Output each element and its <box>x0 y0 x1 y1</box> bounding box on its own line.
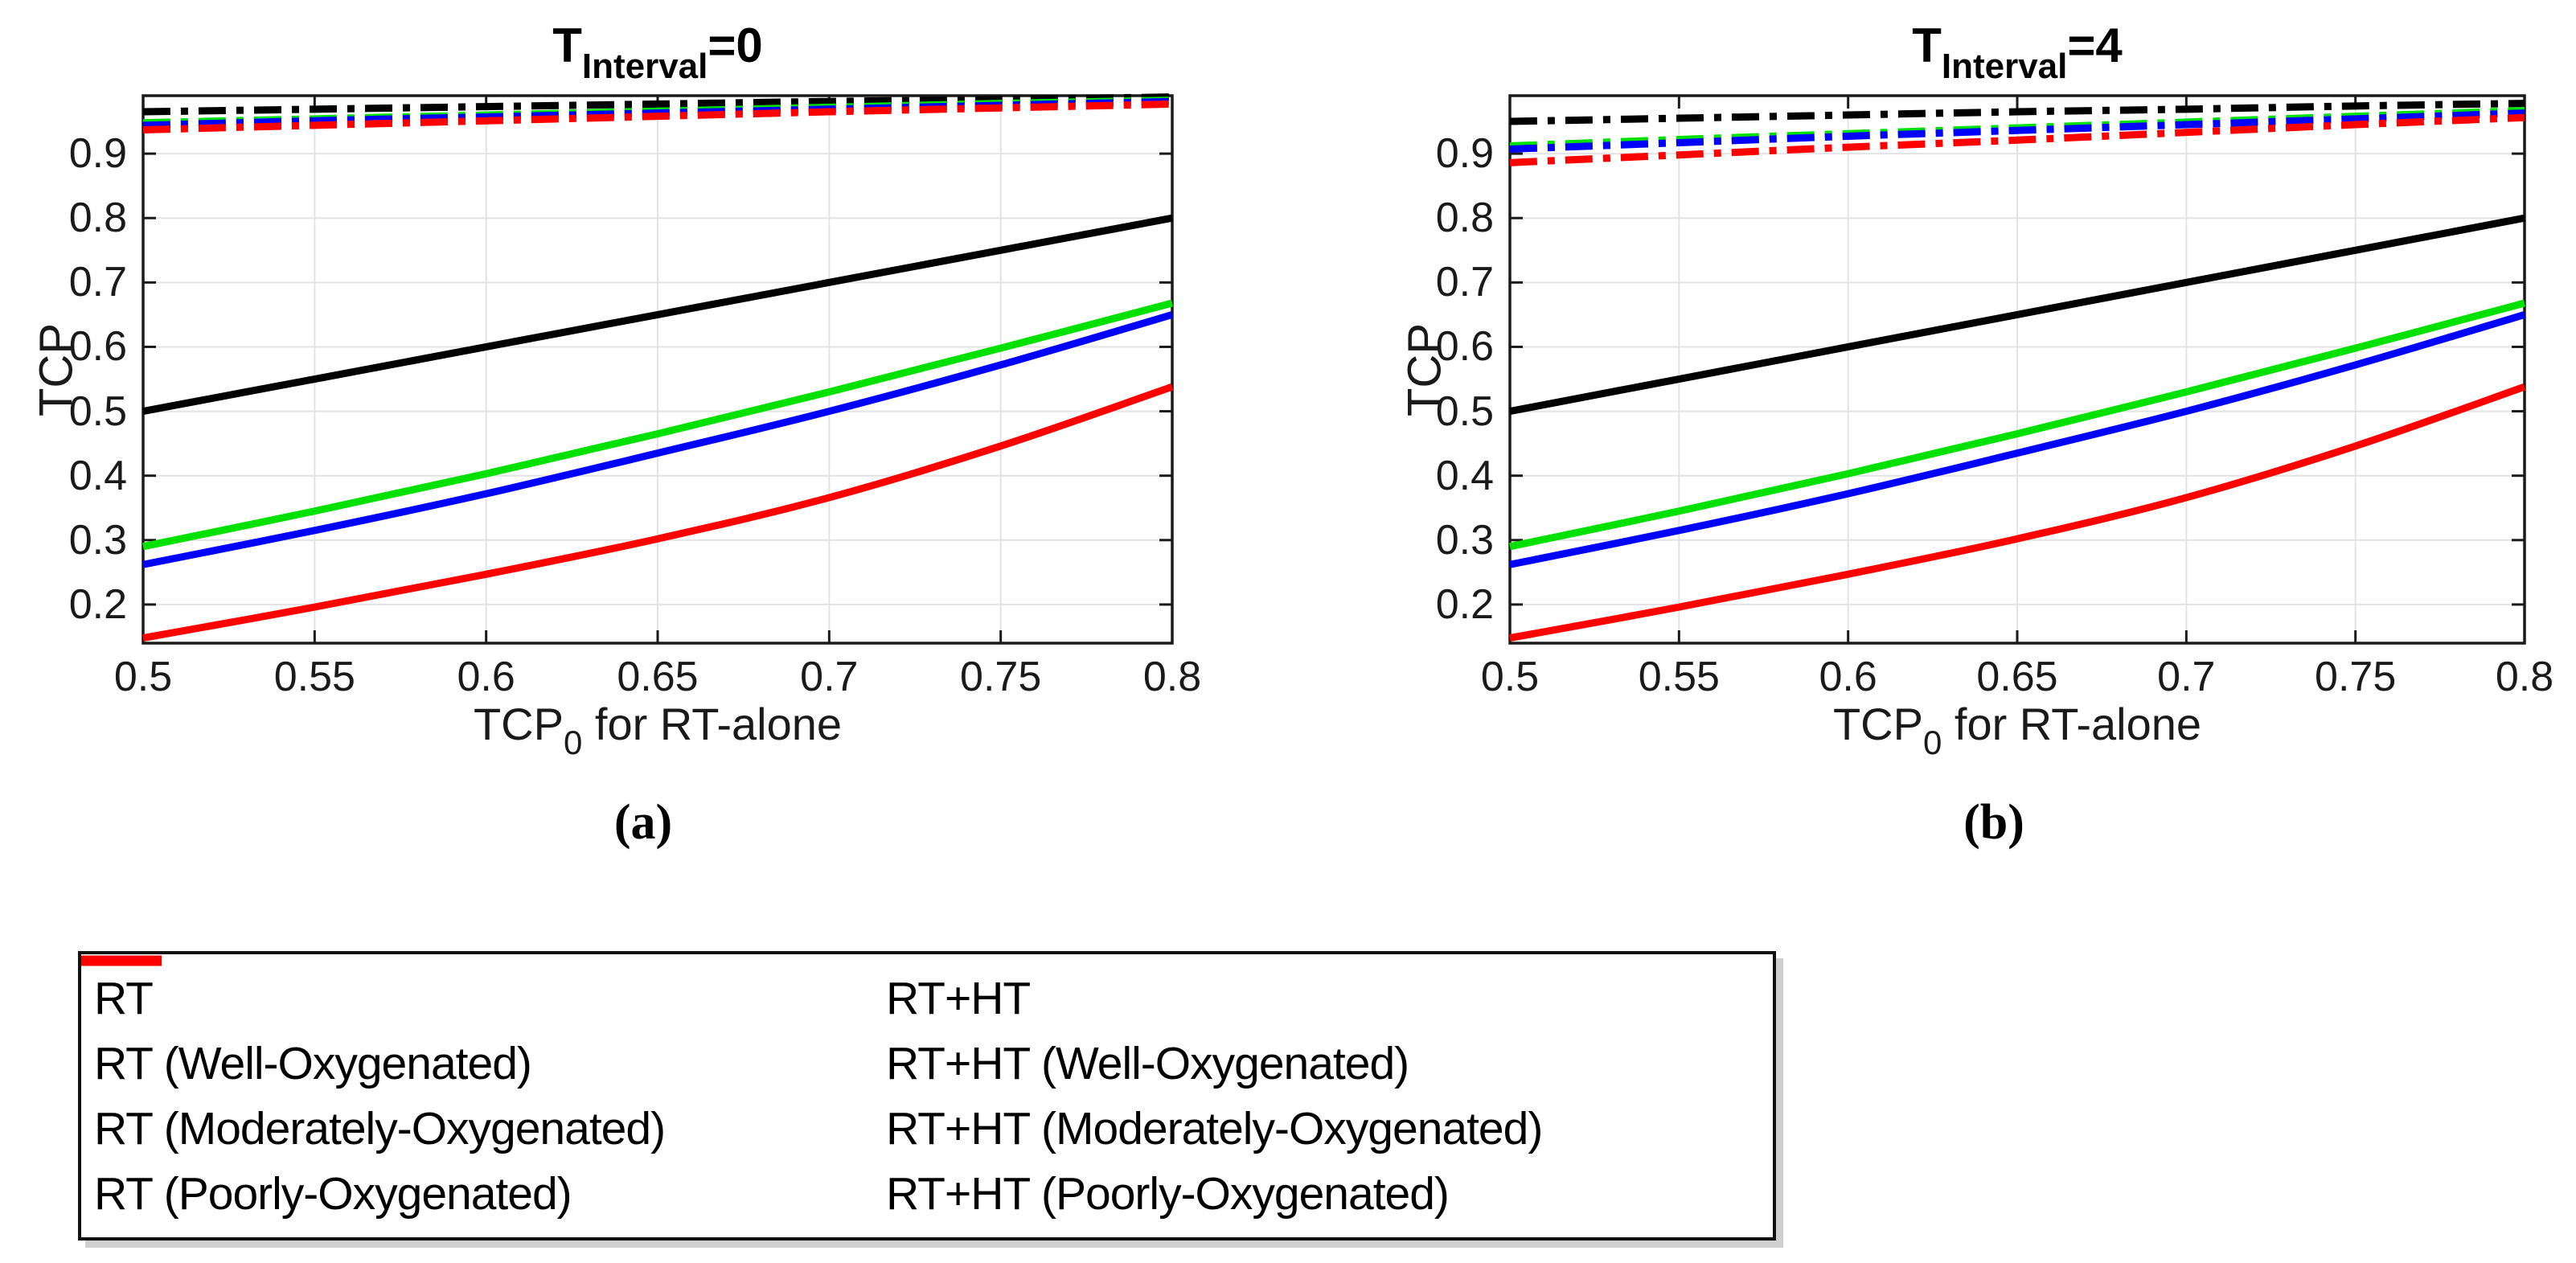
x-tick-label: 0.7 <box>2157 654 2216 700</box>
y-tick-label: 0.5 <box>1435 388 1494 435</box>
y-tick-label: 0.3 <box>68 516 127 564</box>
y-tick-label: 0.2 <box>1435 580 1494 628</box>
panel-a-title-subscript: Interval <box>581 47 708 86</box>
legend-item: RT+HT (Moderately-Oxygenated) <box>81 955 1766 1161</box>
panel-a-xlabel-main: TCP <box>473 699 564 749</box>
y-tick-label: 0.4 <box>68 452 127 499</box>
y-tick-label: 0.2 <box>68 580 127 628</box>
x-tick-label: 0.65 <box>1976 654 2058 700</box>
y-tick-label: 0.3 <box>1435 516 1494 564</box>
x-tick-label: 0.55 <box>273 654 355 700</box>
panel-b-title-main: T <box>1912 18 1942 72</box>
panel-b-title: TInterval=4 <box>1510 18 2525 87</box>
panel-b-caption: (b) <box>1963 795 2024 850</box>
series-rt+ht-poorly-oxygenated- <box>1509 113 2525 166</box>
x-tick-label: 0.6 <box>457 654 515 700</box>
panel-b-xlabel: TCP0 for RT-alone <box>1833 698 2201 762</box>
series-rt-poorly-oxygenated- <box>1509 383 2526 642</box>
legend-item: RT+HT (Well-Oxygenated) <box>81 955 1766 1096</box>
series-rt+ht-moderately-oxygenated- <box>1509 109 2525 153</box>
legend-item: RT (Well-Oxygenated) <box>81 955 886 1096</box>
panel-a-title: TInterval=0 <box>143 18 1172 87</box>
panel-a-title-value: =0 <box>708 18 763 72</box>
legend-item: RT+HT (Poorly-Oxygenated) <box>81 955 1766 1226</box>
y-tick-label: 0.5 <box>68 388 127 435</box>
panel-a-xlabel-subscript: 0 <box>563 724 583 761</box>
y-tick-label: 0.7 <box>68 259 127 306</box>
x-tick-label: 0.75 <box>2315 654 2397 700</box>
series-rt-well-oxygenated- <box>1509 299 2526 551</box>
y-tick-label: 0.7 <box>1435 259 1494 306</box>
panel-b-xlabel-rest: for RT-alone <box>1942 699 2202 749</box>
x-tick-label: 0.8 <box>2495 654 2554 700</box>
panel-a-title-main: T <box>552 18 582 72</box>
legend-item-label: RT (Poorly-Oxygenated) <box>94 1167 572 1220</box>
legend-item: RT+HT <box>81 955 1766 1031</box>
x-tick-label: 0.75 <box>960 654 1042 700</box>
series-rt+ht <box>1509 100 2525 125</box>
legend-item-label: RT <box>94 972 154 1024</box>
legend-box: RT RT (Well-Oxygenated) RT (Moderately-Oxy… <box>78 951 1776 1240</box>
panel-a-xlabel: TCP0 for RT-alone <box>474 698 842 762</box>
x-tick-label: 0.6 <box>1819 654 1877 700</box>
x-tick-label: 0.55 <box>1638 654 1720 700</box>
legend-item-label: RT (Well-Oxygenated) <box>94 1037 532 1089</box>
y-tick-label: 0.9 <box>1435 130 1494 178</box>
legend-item: RT (Moderately-Oxygenated) <box>81 955 886 1161</box>
legend-dashdot-line-swatch <box>81 955 162 966</box>
series-rt-poorly-oxygenated- <box>142 383 1174 642</box>
series-rt <box>142 214 1173 415</box>
chart-canvas <box>142 93 2526 645</box>
legend-item: RT <box>81 955 886 1031</box>
panel-b-title-value: =4 <box>2067 18 2123 72</box>
x-tick-label: 0.7 <box>800 654 859 700</box>
y-tick-label: 0.6 <box>68 323 127 371</box>
y-tick-label: 0.8 <box>1435 195 1494 242</box>
series-rt+ht-poorly-oxygenated- <box>142 100 1173 133</box>
x-tick-label: 0.8 <box>1142 654 1202 700</box>
y-tick-label: 0.9 <box>68 130 127 178</box>
series-rt-moderately-oxygenated- <box>1509 311 2526 568</box>
series-rt <box>1509 214 2525 415</box>
legend-item: RT (Poorly-Oxygenated) <box>81 955 886 1226</box>
legend-item-label: RT+HT (Poorly-Oxygenated) <box>886 1167 1450 1220</box>
x-tick-label: 0.5 <box>1480 654 1540 700</box>
panel-b-xlabel-subscript: 0 <box>1922 724 1942 761</box>
legend-item-label: RT+HT (Moderately-Oxygenated) <box>886 1102 1543 1154</box>
x-tick-label: 0.65 <box>617 654 699 700</box>
y-tick-label: 0.6 <box>1435 323 1494 371</box>
series-rt+ht <box>142 93 1173 116</box>
x-tick-label: 0.5 <box>113 654 173 700</box>
series-rt-moderately-oxygenated- <box>142 311 1174 568</box>
legend-item-label: RT+HT (Well-Oxygenated) <box>886 1037 1409 1089</box>
panel-a-xlabel-rest: for RT-alone <box>582 699 843 749</box>
y-tick-label: 0.8 <box>68 195 127 242</box>
panel-b-xlabel-main: TCP <box>1832 699 1923 749</box>
y-tick-label: 0.4 <box>1435 452 1494 499</box>
panel-b-title-subscript: Interval <box>1941 47 2068 86</box>
legend-item-label: RT (Moderately-Oxygenated) <box>94 1102 666 1154</box>
legend-item-label: RT+HT <box>886 972 1031 1024</box>
series-rt-well-oxygenated- <box>142 299 1174 551</box>
panel-a-caption: (a) <box>613 795 673 850</box>
